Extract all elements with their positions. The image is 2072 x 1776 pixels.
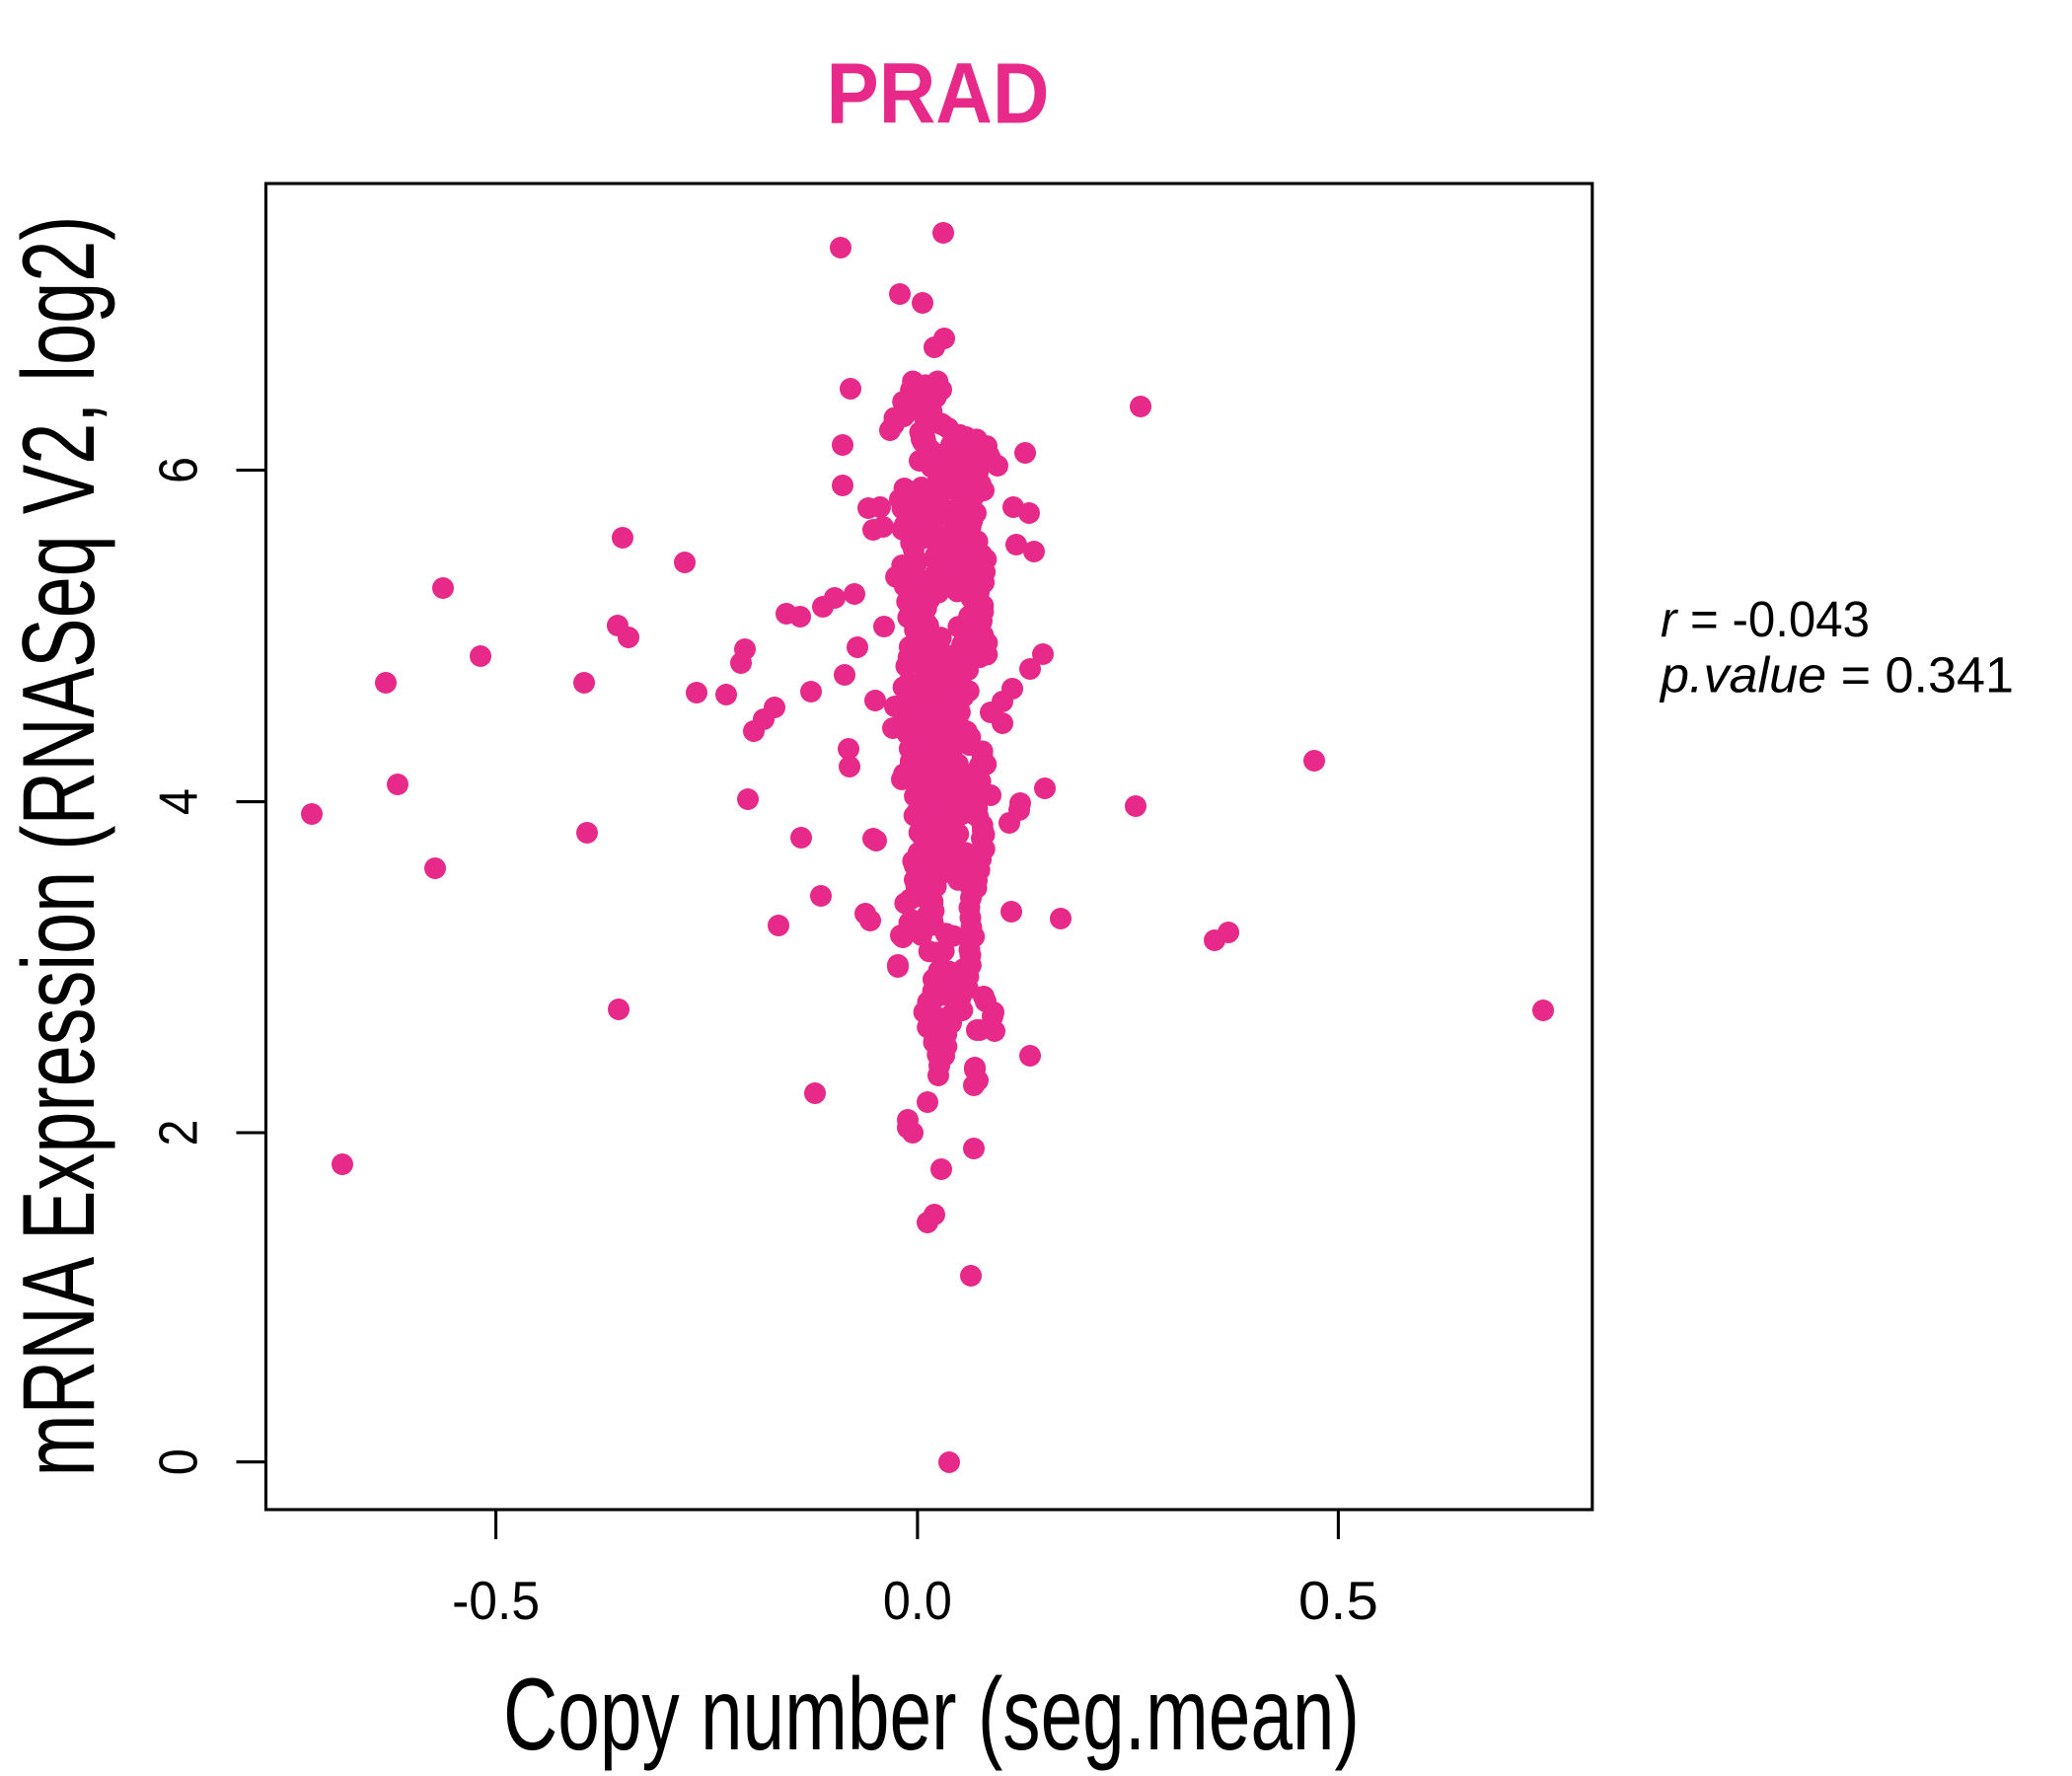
svg-text:-0.5: -0.5 (452, 1570, 540, 1631)
svg-text:2: 2 (148, 1120, 209, 1147)
svg-text:p.value = 0.341: p.value = 0.341 (1659, 647, 2014, 703)
svg-text:mRNA Expression (RNASeq V2, lo: mRNA Expression (RNASeq V2, log2) (2, 216, 116, 1477)
svg-text:r = -0.043: r = -0.043 (1661, 591, 1870, 647)
svg-text:6: 6 (148, 457, 209, 483)
svg-text:0.0: 0.0 (883, 1570, 952, 1631)
svg-text:4: 4 (148, 788, 209, 815)
svg-text:0: 0 (148, 1448, 209, 1475)
svg-text:0.5: 0.5 (1298, 1570, 1378, 1631)
svg-text:PRAD: PRAD (827, 46, 1050, 142)
svg-text:Copy number (seg.mean): Copy number (seg.mean) (503, 1658, 1360, 1772)
